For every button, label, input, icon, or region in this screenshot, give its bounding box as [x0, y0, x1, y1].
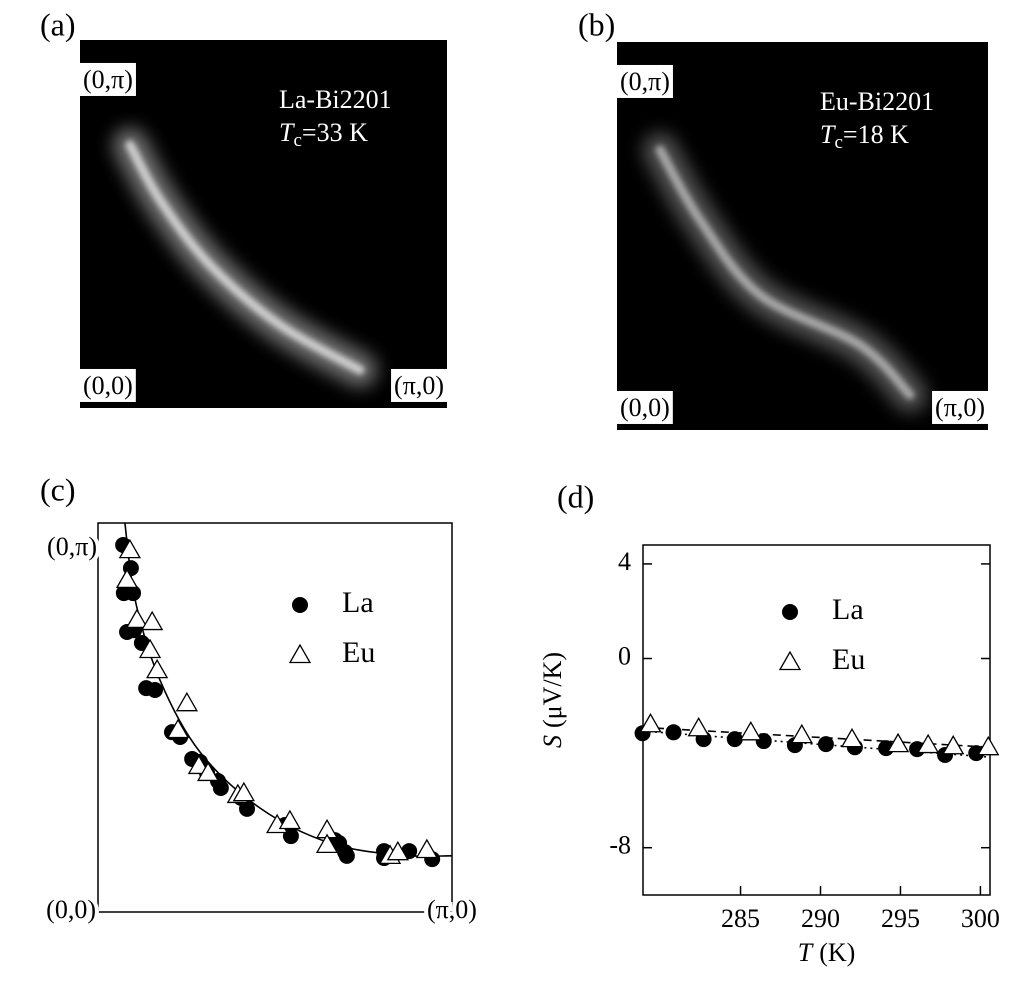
y-axis-unit: (μV/K)	[538, 652, 567, 728]
marker	[315, 833, 339, 853]
tc-symbol: T	[820, 120, 836, 149]
marker	[639, 712, 662, 733]
marker	[145, 658, 169, 679]
tc-label: Tc=18 K	[820, 120, 909, 153]
plot-frame	[642, 544, 991, 896]
fit-line	[124, 522, 453, 858]
marker	[968, 745, 985, 762]
x-axis-symbol: T	[798, 938, 814, 967]
legend-label: Eu	[342, 636, 375, 669]
intensity-core	[125, 140, 365, 375]
y-tick-label: 4	[618, 547, 631, 576]
marker	[141, 610, 164, 631]
corner-label-box	[932, 390, 988, 424]
legend-label: Eu	[832, 643, 865, 676]
x-tick-label: 285	[721, 904, 760, 933]
y-axis-symbol: S	[538, 735, 567, 748]
x-tick-label: (0,0)	[46, 895, 96, 924]
marker	[115, 568, 139, 589]
corner-label: (π,0)	[394, 371, 444, 400]
y-tick-label: 0	[618, 641, 631, 670]
x-tick-label: 295	[881, 904, 920, 933]
plot-frame	[97, 522, 453, 913]
marker	[942, 734, 965, 755]
marker	[977, 735, 1000, 756]
corner-label: (0,0)	[83, 371, 133, 400]
intensity-map	[617, 42, 988, 430]
legend-marker	[782, 604, 798, 620]
legend-marker	[778, 650, 802, 671]
tc-symbol: T	[279, 118, 295, 147]
tc-value: =33 K	[302, 118, 368, 147]
tc-label: Tc=33 K	[279, 118, 368, 151]
marker	[916, 733, 940, 754]
marker	[125, 608, 149, 629]
marker	[790, 723, 813, 744]
panel-label: (b)	[578, 6, 615, 42]
corner-label-box	[80, 62, 136, 96]
corner-label-box	[617, 390, 673, 424]
y-axis-label: S (μV/K)	[538, 652, 567, 748]
legend-label: La	[832, 593, 864, 626]
legend-marker	[292, 597, 308, 613]
marker	[239, 800, 256, 817]
panel-label: (a)	[40, 6, 76, 42]
intensity-core	[655, 145, 915, 400]
corner-label-box	[391, 368, 447, 402]
panel-label: (c)	[40, 471, 76, 507]
marker	[196, 761, 220, 782]
marker	[166, 718, 190, 739]
sample-label: La-Bi2201	[279, 85, 392, 114]
marker	[232, 781, 255, 802]
legend-marker	[288, 643, 312, 664]
marker	[118, 538, 141, 559]
corner-label: (0,π)	[83, 65, 133, 94]
panel-label: (d)	[557, 478, 594, 514]
marker	[886, 732, 910, 753]
tc-subscript: c	[834, 132, 842, 153]
marker	[415, 838, 438, 859]
marker	[125, 585, 142, 602]
corner-label-box	[80, 368, 136, 402]
marker	[840, 727, 864, 748]
legend-label: La	[342, 586, 374, 619]
x-axis-unit: (K)	[819, 938, 855, 967]
corner-label: (0,π)	[620, 67, 670, 96]
intensity-map	[80, 40, 447, 408]
x-axis-label: T (K)	[798, 938, 856, 967]
x-tick-label: (π,0)	[427, 895, 477, 924]
marker	[338, 847, 355, 864]
tc-value: =18 K	[843, 120, 909, 149]
marker	[278, 809, 301, 830]
marker	[146, 681, 163, 698]
corner-label: (π,0)	[935, 393, 985, 422]
marker	[726, 731, 743, 748]
x-tick-label: 290	[801, 904, 840, 933]
corner-label: (0,0)	[620, 393, 670, 422]
x-tick-label: 300	[961, 904, 1000, 933]
marker	[212, 779, 229, 796]
y-tick-label: -8	[609, 831, 631, 860]
corner-label-box	[617, 64, 673, 98]
marker	[687, 716, 710, 737]
marker	[665, 724, 682, 741]
sample-label: Eu-Bi2201	[820, 87, 934, 116]
marker	[138, 638, 162, 659]
marker	[175, 691, 198, 712]
marker	[386, 840, 409, 861]
tc-subscript: c	[293, 130, 301, 151]
marker	[817, 736, 834, 753]
marker	[739, 720, 762, 741]
y-tick-label: (0,π)	[47, 532, 97, 561]
